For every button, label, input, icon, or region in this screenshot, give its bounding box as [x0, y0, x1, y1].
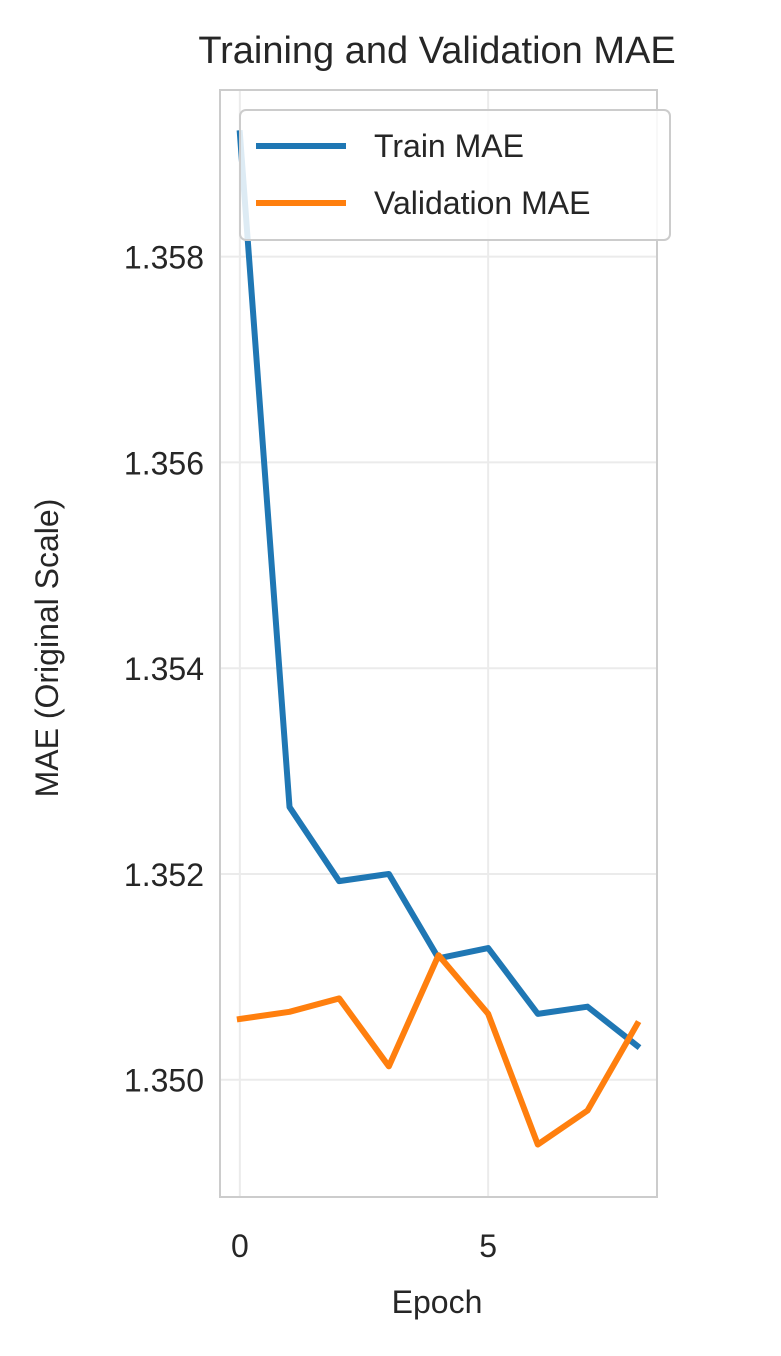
- y-tick-label: 1.358: [124, 240, 204, 276]
- axis-ticks: 1.350 1.352 1.354 1.356 1.358 0 5: [124, 240, 497, 1264]
- x-tick-label: 0: [231, 1228, 249, 1264]
- y-tick-label: 1.350: [124, 1063, 204, 1099]
- x-axis-label: Epoch: [392, 1284, 483, 1320]
- plot-area-frame: [219, 89, 658, 1198]
- legend: Train MAE Validation MAE: [239, 109, 671, 241]
- y-tick-label: 1.354: [124, 651, 204, 687]
- legend-box: [239, 109, 671, 241]
- y-axis-label: MAE (Original Scale): [29, 499, 65, 798]
- chart-title: Training and Validation MAE: [198, 30, 675, 72]
- legend-label: Validation MAE: [374, 185, 590, 221]
- x-tick-label: 5: [479, 1228, 497, 1264]
- y-tick-label: 1.352: [124, 857, 204, 893]
- y-tick-label: 1.356: [124, 445, 204, 481]
- series-layer: [236, 129, 642, 1148]
- legend-label: Train MAE: [374, 128, 524, 164]
- series-line-validation-mae: [236, 952, 642, 1148]
